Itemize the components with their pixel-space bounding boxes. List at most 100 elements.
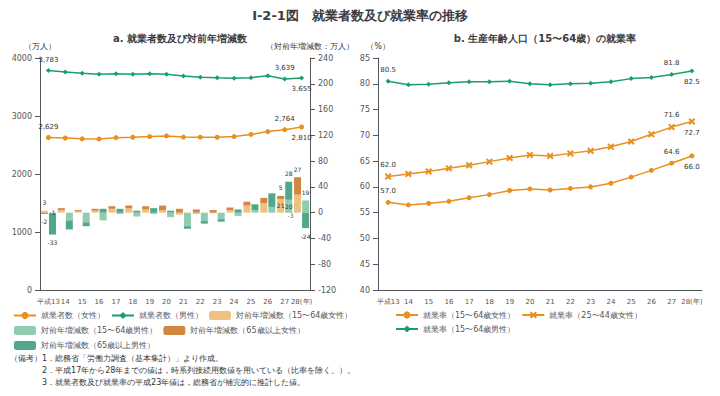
svg-text:平成13: 平成13 — [37, 298, 60, 306]
svg-text:就業者数（女性）: 就業者数（女性） — [41, 311, 105, 320]
svg-text:20: 20 — [285, 203, 293, 210]
svg-text:25: 25 — [246, 298, 255, 306]
svg-text:21: 21 — [179, 298, 188, 306]
svg-text:I-2-1図 就業者数及び就業率の推移: I-2-1図 就業者数及び就業率の推移 — [252, 8, 468, 23]
svg-text:200: 200 — [318, 79, 333, 88]
svg-text:2．平成17年から28年までの値は，時系列接続用数値を用いて: 2．平成17年から28年までの値は，時系列接続用数値を用いている（比率を除く。）… — [10, 366, 355, 375]
svg-text:21: 21 — [546, 298, 555, 306]
svg-text:28(年): 28(年) — [681, 298, 703, 306]
svg-text:75: 75 — [360, 105, 370, 114]
svg-text:a. 就業者数及び対前年増減数: a. 就業者数及び対前年増減数 — [113, 33, 248, 44]
svg-text:40: 40 — [318, 182, 328, 191]
svg-text:20: 20 — [162, 298, 171, 306]
svg-text:80.5: 80.5 — [380, 66, 396, 74]
svg-text:60: 60 — [360, 182, 370, 191]
svg-text:27: 27 — [280, 298, 289, 306]
svg-text:82.5: 82.5 — [684, 78, 700, 86]
svg-text:64.6: 64.6 — [664, 148, 680, 156]
svg-text:対前年増減数（65歳以上女性）: 対前年増減数（65歳以上女性） — [190, 326, 304, 335]
svg-text:-40: -40 — [318, 234, 331, 243]
svg-text:2000: 2000 — [12, 170, 32, 179]
svg-text:3: 3 — [42, 199, 46, 206]
svg-text:0: 0 — [318, 208, 323, 217]
svg-text:27: 27 — [667, 298, 676, 306]
svg-text:65: 65 — [360, 157, 370, 166]
svg-text:62.0: 62.0 — [380, 161, 396, 169]
svg-text:24: 24 — [230, 298, 239, 306]
svg-text:19: 19 — [302, 189, 310, 196]
svg-text:21: 21 — [277, 202, 285, 209]
svg-text:19: 19 — [145, 298, 154, 306]
svg-text:（備考）1．総務省「労働力調査（基本集計）」より作成。: （備考）1．総務省「労働力調査（基本集計）」より作成。 — [10, 354, 223, 363]
svg-text:240: 240 — [318, 54, 333, 63]
svg-text:72.7: 72.7 — [684, 129, 700, 137]
svg-text:16: 16 — [95, 298, 104, 306]
svg-text:15: 15 — [78, 298, 87, 306]
svg-text:23: 23 — [586, 298, 595, 306]
svg-text:-24: -24 — [301, 233, 311, 240]
svg-text:24: 24 — [606, 298, 615, 306]
svg-text:3,655: 3,655 — [292, 85, 312, 93]
svg-text:2,629: 2,629 — [38, 123, 58, 131]
svg-text:50: 50 — [360, 234, 370, 243]
svg-text:14: 14 — [61, 298, 70, 306]
svg-text:45: 45 — [360, 260, 370, 269]
svg-text:27: 27 — [294, 166, 302, 173]
svg-text:22: 22 — [566, 298, 575, 306]
svg-text:就業率（15〜64歳女性）: 就業率（15〜64歳女性） — [423, 311, 515, 320]
svg-text:85: 85 — [360, 54, 370, 63]
svg-text:-3: -3 — [288, 212, 294, 219]
svg-text:55: 55 — [360, 208, 370, 217]
svg-text:15: 15 — [424, 298, 433, 306]
svg-text:（%）: （%） — [366, 42, 390, 51]
svg-text:28: 28 — [285, 170, 293, 177]
svg-text:3．就業者数及び就業率の平成23年値は，総務省が補完的に推計: 3．就業者数及び就業率の平成23年値は，総務省が補完的に推計した値。 — [10, 378, 305, 387]
svg-text:就業者数（男性）: 就業者数（男性） — [139, 311, 203, 320]
svg-text:b. 生産年齢人口（15〜64歳）の就業率: b. 生産年齢人口（15〜64歳）の就業率 — [454, 33, 636, 44]
svg-text:就業率（25〜44歳女性）: 就業率（25〜44歳女性） — [549, 311, 641, 320]
svg-text:80: 80 — [360, 79, 370, 88]
svg-text:対前年増減数（65歳以上男性）: 対前年増減数（65歳以上男性） — [41, 341, 155, 350]
svg-text:160: 160 — [318, 105, 333, 114]
svg-text:14: 14 — [404, 298, 413, 306]
svg-text:17: 17 — [465, 298, 474, 306]
svg-text:71.6: 71.6 — [664, 111, 680, 119]
svg-text:1000: 1000 — [12, 228, 32, 237]
svg-text:19: 19 — [505, 298, 514, 306]
svg-text:対前年増減数（15〜64歳男性）: 対前年増減数（15〜64歳男性） — [41, 326, 157, 335]
svg-text:120: 120 — [318, 131, 333, 140]
svg-text:26: 26 — [647, 298, 656, 306]
svg-text:3000: 3000 — [12, 112, 32, 121]
svg-text:平成13: 平成13 — [377, 298, 400, 306]
svg-text:70: 70 — [360, 131, 370, 140]
svg-text:-1: -1 — [49, 209, 55, 216]
svg-text:16: 16 — [444, 298, 453, 306]
svg-text:3,639: 3,639 — [275, 64, 295, 72]
svg-text:-33: -33 — [48, 239, 58, 246]
svg-text:80: 80 — [318, 157, 328, 166]
svg-text:26: 26 — [263, 298, 272, 306]
svg-text:25: 25 — [627, 298, 636, 306]
svg-text:就業率（15〜64歳男性）: 就業率（15〜64歳男性） — [423, 325, 515, 334]
svg-text:40: 40 — [360, 286, 370, 295]
svg-text:5: 5 — [279, 184, 283, 191]
svg-text:3,783: 3,783 — [38, 56, 58, 64]
svg-text:0: 0 — [27, 286, 32, 295]
svg-text:4000: 4000 — [12, 54, 32, 63]
svg-text:（万人）: （万人） — [24, 42, 56, 51]
svg-text:18: 18 — [485, 298, 494, 306]
svg-text:-120: -120 — [318, 286, 336, 295]
svg-text:28(年): 28(年) — [291, 298, 313, 306]
svg-text:57.0: 57.0 — [380, 187, 396, 195]
svg-text:-80: -80 — [318, 260, 331, 269]
svg-text:（対前年増減数：万人）: （対前年増減数：万人） — [266, 42, 354, 51]
svg-text:23: 23 — [213, 298, 222, 306]
svg-text:18: 18 — [128, 298, 137, 306]
svg-text:20: 20 — [525, 298, 534, 306]
svg-text:66.0: 66.0 — [684, 163, 700, 171]
svg-text:22: 22 — [196, 298, 205, 306]
svg-text:81.8: 81.8 — [664, 59, 680, 67]
svg-text:対前年増減数（15〜64歳女性）: 対前年増減数（15〜64歳女性） — [236, 311, 352, 320]
svg-text:-2: -2 — [41, 218, 47, 225]
svg-text:2,810: 2,810 — [292, 134, 312, 142]
